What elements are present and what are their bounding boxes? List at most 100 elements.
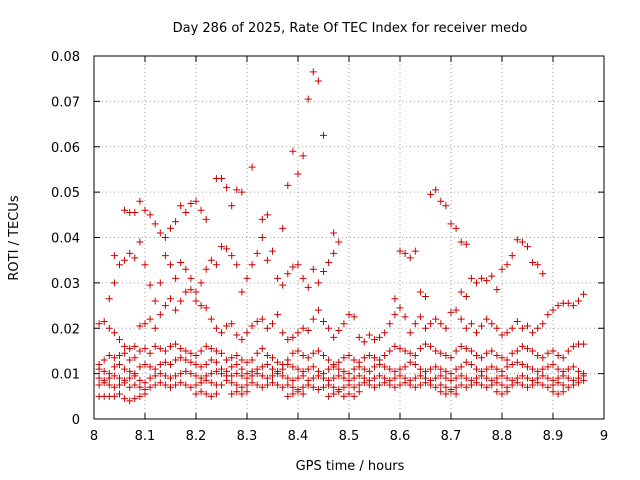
data-point: [320, 131, 327, 139]
data-point: [121, 395, 129, 403]
data-point: [141, 345, 149, 353]
data-point: [121, 256, 129, 264]
data-point: [243, 274, 251, 282]
data-point: [299, 351, 307, 359]
data-point: [289, 263, 297, 271]
data-point: [442, 324, 450, 332]
data-point: [172, 381, 180, 389]
data-point: [161, 252, 169, 260]
data-point: [452, 374, 460, 382]
data-point: [141, 390, 149, 398]
data-point: [350, 392, 358, 400]
data-point: [136, 383, 144, 391]
data-point: [121, 379, 129, 387]
data-point: [534, 367, 542, 375]
data-point: [350, 374, 358, 382]
data-point: [151, 297, 159, 305]
data-point: [116, 374, 123, 382]
data-point: [401, 347, 409, 355]
data-point: [457, 315, 465, 323]
y-tick-label: 0.02: [51, 322, 80, 337]
data-point: [457, 288, 465, 296]
x-tick-label: 8.9: [543, 429, 564, 444]
data-point: [284, 392, 292, 400]
data-point: [258, 315, 266, 323]
data-point: [284, 374, 292, 382]
data-point: [529, 347, 537, 355]
data-point: [564, 347, 572, 355]
x-axis-label: GPS time / hours: [296, 459, 405, 474]
data-point: [330, 374, 338, 382]
series-band-14: [95, 340, 588, 369]
data-point: [518, 361, 526, 369]
data-point: [427, 190, 435, 198]
data-point: [432, 363, 440, 371]
data-point: [253, 349, 261, 357]
data-point: [340, 320, 348, 328]
data-point: [187, 383, 195, 391]
data-point: [416, 288, 424, 296]
data-point: [263, 374, 271, 382]
data-point: [524, 374, 531, 382]
x-tick-label: 8.1: [135, 429, 156, 444]
data-point: [167, 261, 174, 269]
data-point: [544, 349, 552, 357]
data-point: [340, 354, 348, 362]
data-point: [116, 336, 123, 344]
data-point: [325, 392, 333, 400]
data-point: [503, 356, 511, 364]
data-point: [483, 349, 491, 357]
data-point: [131, 395, 139, 403]
data-point: [228, 390, 236, 398]
data-point: [110, 252, 118, 260]
data-point: [478, 322, 486, 330]
data-point: [192, 288, 200, 296]
data-point: [197, 279, 205, 287]
data-point: [564, 365, 572, 373]
data-point: [289, 349, 297, 357]
data-point: [503, 261, 511, 269]
data-point: [309, 383, 317, 391]
data-point: [233, 361, 241, 369]
data-point: [131, 342, 139, 350]
data-point: [529, 258, 537, 266]
data-point: [172, 306, 180, 314]
data-point: [437, 320, 445, 328]
data-point: [167, 295, 174, 303]
data-point: [248, 356, 256, 364]
data-point: [126, 383, 134, 391]
data-point: [299, 390, 307, 398]
data-point: [416, 313, 424, 321]
data-point: [263, 361, 271, 369]
data-point: [156, 379, 164, 387]
data-point: [508, 324, 516, 332]
data-point: [95, 381, 103, 389]
data-point: [437, 381, 445, 389]
data-point: [569, 381, 577, 389]
data-point: [126, 367, 134, 375]
data-point: [559, 381, 567, 389]
data-point: [187, 274, 195, 282]
x-tick-labels: 8 8.1 8.2 8.3 8.4 8.5 8.6 8.7 8.8 8.9 9: [90, 429, 608, 444]
data-point: [126, 345, 134, 353]
data-point: [452, 390, 460, 398]
data-point: [335, 365, 343, 373]
data-point: [238, 356, 246, 364]
data-point: [452, 365, 460, 373]
data-point: [126, 356, 134, 364]
data-point: [508, 381, 516, 389]
series-floor: [95, 388, 567, 405]
data-point: [156, 311, 164, 319]
x-tick-label: 8.5: [339, 429, 360, 444]
data-point: [116, 351, 123, 359]
data-point: [105, 295, 113, 303]
data-point: [539, 270, 547, 278]
data-point: [294, 374, 302, 382]
data-point: [136, 347, 144, 355]
y-tick-label: 0.06: [51, 141, 80, 156]
data-point: [401, 249, 409, 257]
data-point: [228, 202, 236, 210]
data-point: [202, 342, 210, 350]
data-point: [202, 215, 210, 223]
